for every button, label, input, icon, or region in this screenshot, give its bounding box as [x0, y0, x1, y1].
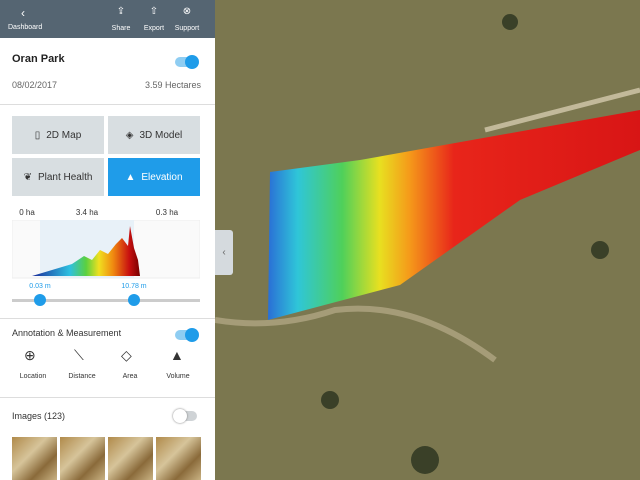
slider-handle[interactable]: [128, 294, 140, 306]
support-icon[interactable]: ⊗: [182, 6, 192, 17]
map: [215, 0, 640, 480]
volume-icon[interactable]: ▲: [170, 347, 184, 363]
label: Elevation: [141, 171, 183, 183]
label: 3D Model: [139, 129, 183, 141]
location-icon[interactable]: ⊕: [24, 347, 36, 363]
icon: ▯: [34, 129, 41, 141]
share-button[interactable]: Share: [111, 25, 131, 32]
distance-icon[interactable]: ⟍: [74, 347, 84, 363]
view-button[interactable]: ◈ 3D Model: [108, 116, 200, 154]
image-thumbnail[interactable]: [60, 437, 105, 480]
road: [484, 87, 640, 133]
divider: [0, 318, 215, 319]
tool-label[interactable]: Location: [19, 373, 47, 380]
tree: [321, 391, 339, 409]
histogram-bars: [32, 226, 140, 276]
area-label: 0 ha: [19, 208, 35, 217]
range-label: 10.78 m: [121, 283, 147, 290]
icon: ▲: [125, 171, 136, 183]
label: Plant Health: [37, 171, 93, 183]
image-thumbnail[interactable]: [156, 437, 201, 480]
tree: [502, 14, 518, 30]
export-icon[interactable]: ⇧: [149, 6, 159, 17]
annotation-toggle[interactable]: [175, 328, 199, 342]
images-toggle[interactable]: [173, 409, 197, 423]
tool-label[interactable]: Area: [122, 373, 138, 380]
icon: ◈: [125, 129, 134, 141]
project-toggle[interactable]: [175, 55, 199, 69]
elevation-overlay: [268, 110, 640, 320]
collapse-handle[interactable]: ‹: [215, 230, 233, 275]
sidebar: ‹ Dashboard ⇪ Share ⇧ Export ⊗ Support O…: [0, 0, 215, 480]
view-button[interactable]: ❦ Plant Health: [12, 158, 104, 196]
divider: [0, 104, 215, 105]
support-button[interactable]: Support: [174, 25, 200, 32]
project-name: Oran Park: [12, 53, 65, 65]
tree: [591, 241, 609, 259]
view-button[interactable]: ▯ 2D Map: [12, 116, 104, 154]
section-title: Annotation & Measurement: [12, 328, 122, 338]
project-area: 3.59 Hectares: [144, 80, 201, 90]
view-button[interactable]: ▲ Elevation: [108, 158, 200, 196]
section-title: Images (123): [12, 411, 66, 421]
back-button[interactable]: Dashboard: [8, 24, 43, 31]
image-thumbnail[interactable]: [108, 437, 153, 480]
label: 2D Map: [46, 129, 82, 141]
toolbar: ‹ Dashboard ⇪ Share ⇧ Export ⊗ Support: [0, 0, 215, 38]
image-thumbnail[interactable]: [12, 437, 57, 480]
area-icon[interactable]: ◇: [121, 347, 132, 363]
tool-label[interactable]: Volume: [166, 373, 190, 380]
tree: [411, 446, 439, 474]
project-date: 08/02/2017: [12, 80, 58, 90]
histogram: [12, 220, 200, 279]
divider: [0, 397, 215, 398]
area-label: 0.3 ha: [155, 208, 179, 217]
slider-track: [12, 299, 200, 302]
slider-handle[interactable]: [34, 294, 46, 306]
area-label: 3.4 ha: [75, 208, 99, 217]
share-icon[interactable]: ⇪: [116, 6, 126, 17]
range-label: 0.03 m: [29, 283, 51, 290]
export-button[interactable]: Export: [143, 25, 165, 32]
back-icon[interactable]: ‹: [21, 6, 25, 20]
road: [215, 305, 497, 363]
tool-label[interactable]: Distance: [68, 373, 96, 380]
icon: ❦: [23, 171, 32, 183]
